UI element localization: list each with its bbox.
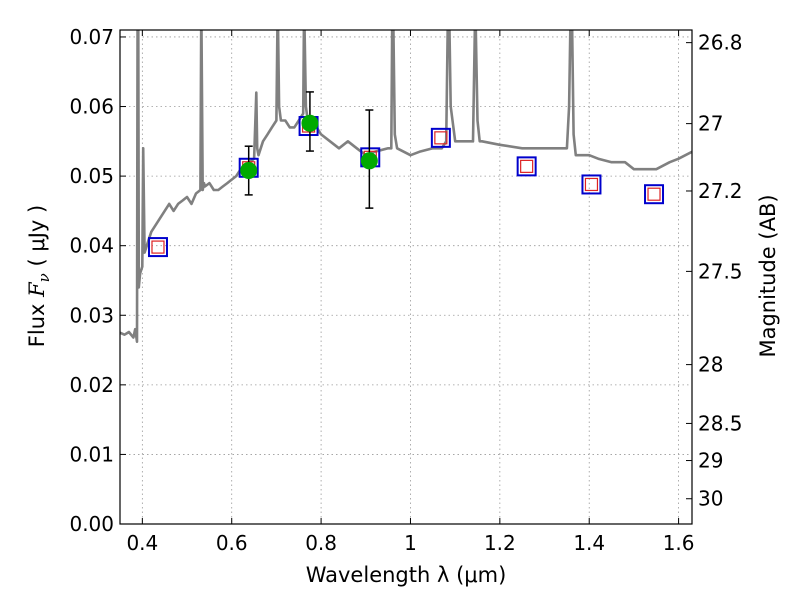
y-tick-label: 0.04 bbox=[69, 234, 114, 258]
model-flux-marker bbox=[430, 127, 451, 148]
model-flux-inner-marker bbox=[584, 177, 599, 192]
model-flux-marker bbox=[147, 237, 168, 258]
y2-tick-label: 30 bbox=[698, 487, 723, 511]
model-flux-inner-marker bbox=[520, 159, 534, 173]
grid bbox=[120, 30, 692, 525]
model-flux-inner-marker bbox=[434, 131, 448, 145]
x-axis-label: Wavelength λ (μm) bbox=[306, 563, 507, 587]
y-tick-label: 0.07 bbox=[69, 25, 114, 49]
y-tick-label: 0.06 bbox=[69, 95, 114, 119]
model-flux-inner-marker bbox=[647, 187, 661, 201]
y2-axis-label: Magnitude (AB) bbox=[756, 194, 780, 357]
y-tick-label: 0.05 bbox=[69, 164, 114, 188]
x-tick-label: 0.4 bbox=[126, 531, 158, 555]
markers bbox=[147, 91, 665, 258]
x-tick-label: 1 bbox=[404, 531, 417, 555]
model-flux-marker bbox=[581, 174, 602, 195]
y2-tick-label: 29 bbox=[698, 449, 723, 473]
y-axis-label: Flux Fν ( μJy ) bbox=[25, 205, 53, 347]
y2-tick-label: 28 bbox=[698, 353, 723, 377]
x-tick-label: 1.6 bbox=[663, 531, 695, 555]
x-tick-label: 1.2 bbox=[484, 531, 516, 555]
sed-spectrum-line bbox=[120, 30, 692, 344]
observed-flux-point bbox=[360, 152, 378, 170]
model-flux-marker bbox=[644, 184, 665, 205]
x-tick-label: 0.8 bbox=[305, 531, 337, 555]
axes-ticks: 0.4 0.6 0.8 1 1.2 1.4 1.6 0.00 0.01 0.02 0.03 0.04 0… bbox=[69, 25, 742, 555]
y2-tick-label: 26.8 bbox=[698, 31, 743, 55]
observed-flux-point bbox=[240, 162, 258, 180]
y-axis-label-symbol: F bbox=[25, 281, 49, 298]
y-tick-label: 0.03 bbox=[69, 303, 114, 327]
y2-tick-label: 27.5 bbox=[698, 259, 743, 283]
y-axis-label-subscript: ν bbox=[35, 273, 53, 282]
plot-area bbox=[120, 30, 692, 344]
y2-tick-label: 28.5 bbox=[698, 411, 743, 435]
y-tick-label: 0.02 bbox=[69, 373, 114, 397]
y-tick-label: 0.00 bbox=[69, 512, 114, 536]
x-tick-label: 1.4 bbox=[573, 531, 605, 555]
y-tick-label: 0.01 bbox=[69, 442, 114, 466]
plot-frame bbox=[119, 29, 693, 525]
model-flux-marker bbox=[516, 156, 537, 177]
y2-tick-label: 27 bbox=[698, 112, 723, 136]
y2-tick-label: 27.2 bbox=[698, 179, 743, 203]
model-flux-inner-marker bbox=[151, 240, 165, 254]
y-axis-label-post: ( μJy ) bbox=[25, 205, 49, 273]
x-tick-label: 0.6 bbox=[216, 531, 248, 555]
observed-flux-point bbox=[301, 114, 319, 132]
y-axis-label-pre: Flux bbox=[25, 297, 49, 347]
